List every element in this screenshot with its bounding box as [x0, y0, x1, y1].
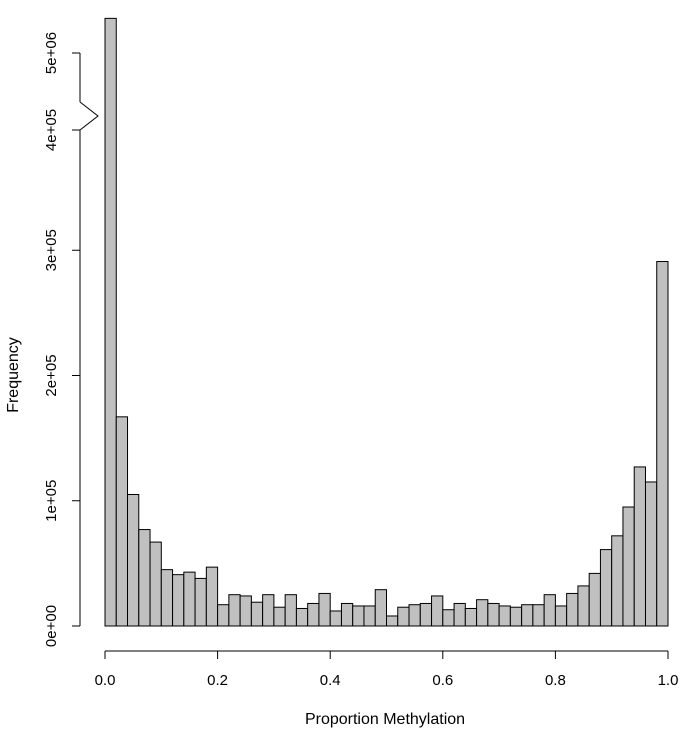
histogram-bar: [127, 493, 140, 627]
histogram-bar: [622, 506, 635, 627]
x-axis-label: Proportion Methylation: [305, 711, 465, 728]
histogram-bar: [284, 594, 297, 627]
histogram-bar: [160, 569, 174, 627]
histogram-bar: [329, 610, 342, 627]
y-tick-label: 5e+06: [43, 32, 60, 74]
histogram-bar: [599, 549, 613, 627]
histogram-bar: [149, 541, 162, 627]
histogram-bar: [307, 602, 320, 627]
histogram-bar: [487, 602, 500, 627]
x-tick-label: 0.4: [320, 672, 341, 689]
histogram-bar: [295, 607, 309, 627]
y-tick-label: 0e+00: [43, 605, 60, 647]
x-tick-label: 0.6: [432, 672, 453, 689]
histogram-bar: [633, 466, 646, 627]
histogram-bar: [318, 592, 331, 627]
histogram-bar: [453, 602, 466, 627]
x-tick-label: 0.0: [95, 672, 116, 689]
y-axis-label: Frequency: [5, 337, 22, 413]
histogram-bar: [408, 604, 421, 627]
histogram-bar: [521, 604, 534, 627]
histogram-bar: [172, 574, 185, 627]
histogram-bar: [656, 261, 669, 627]
histogram-bar: [543, 594, 556, 627]
histogram-bar: [397, 606, 410, 627]
histogram-bar: [340, 602, 354, 627]
histogram-bar: [588, 572, 601, 627]
histogram-bar: [442, 609, 455, 627]
histogram-bar: [566, 592, 579, 627]
histogram-bar: [498, 605, 511, 627]
y-tick-label: 3e+05: [43, 229, 60, 271]
histogram-bar: [115, 416, 129, 627]
x-axis: 0.0 0.2 0.4 0.6 0.8 1.0: [95, 650, 679, 689]
histogram-bar: [431, 595, 444, 627]
y-axis-break-mark: [79, 101, 99, 131]
histogram-bar: [554, 605, 568, 627]
histogram-bar: [644, 481, 658, 627]
y-tick-label: 2e+05: [43, 354, 60, 396]
y-axis: 0e+00 1e+05 2e+05 3e+05 4e+05 5e+06: [43, 32, 99, 647]
histogram-bar: [363, 605, 376, 627]
histogram-bar: [374, 589, 387, 627]
histogram-bar: [532, 604, 545, 627]
histogram-bar: [419, 602, 433, 627]
x-tick-label: 1.0: [658, 672, 679, 689]
histogram-bar: [611, 535, 624, 627]
histogram-bar: [217, 604, 230, 627]
histogram-bar: [183, 571, 196, 627]
histogram-bar: [464, 607, 478, 627]
histogram-bar: [273, 606, 286, 627]
histogram-bar: [194, 577, 207, 627]
histogram-bar: [250, 601, 264, 627]
histogram-bar: [509, 606, 523, 627]
histogram-bar: [262, 594, 275, 627]
y-tick-label: 4e+05: [43, 109, 60, 151]
histogram-bar: [577, 585, 590, 627]
histogram-bar: [476, 599, 489, 627]
histogram-bar: [386, 615, 399, 627]
histogram-bar: [228, 594, 241, 627]
histogram-bar: [138, 529, 151, 627]
histogram-bar: [352, 605, 365, 627]
histogram-bar: [239, 595, 252, 627]
histogram-bar: [104, 17, 117, 627]
x-tick-label: 0.8: [545, 672, 566, 689]
y-tick-label: 1e+05: [43, 480, 60, 522]
x-tick-label: 0.2: [207, 672, 228, 689]
histogram-bars: [104, 17, 669, 627]
histogram-bar: [205, 566, 219, 627]
